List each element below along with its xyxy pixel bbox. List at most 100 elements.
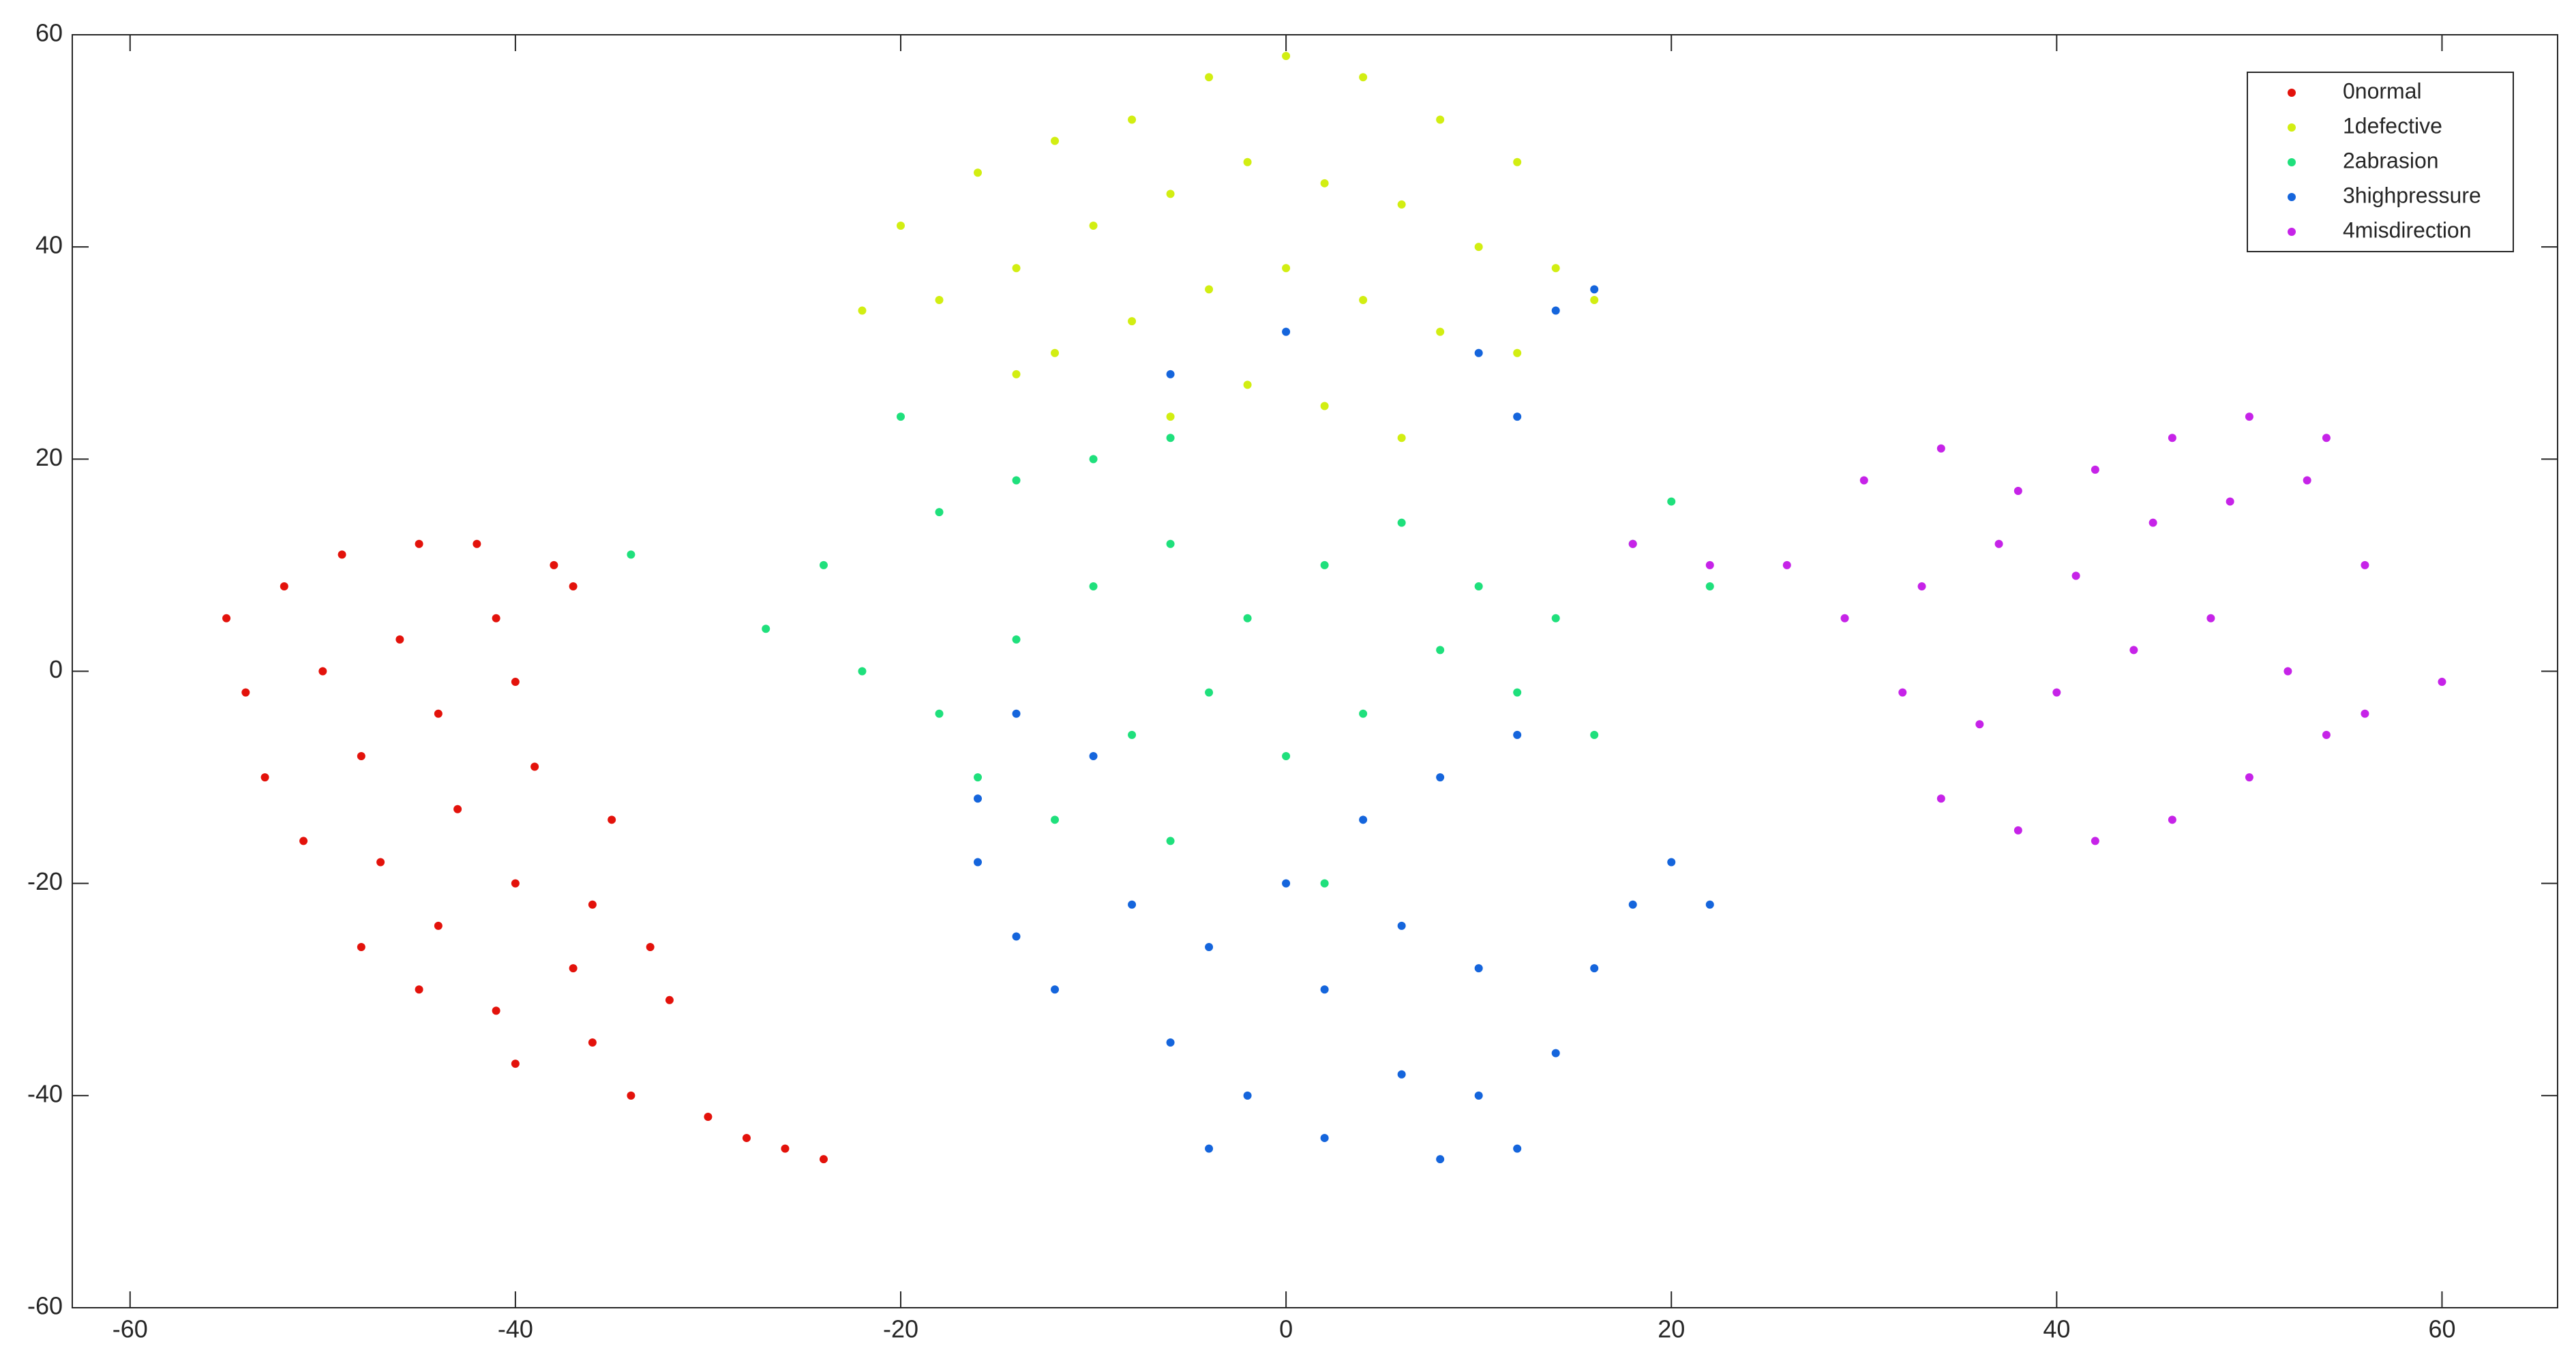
point	[2148, 518, 2157, 527]
point	[1205, 73, 1214, 82]
point	[608, 815, 616, 824]
series-points	[222, 539, 828, 1164]
x-tick-label: -20	[883, 1315, 918, 1343]
point	[1012, 370, 1021, 378]
point	[935, 295, 944, 304]
point	[1975, 720, 1984, 729]
point	[1513, 688, 1522, 697]
point	[395, 635, 404, 644]
point	[1359, 73, 1368, 82]
point	[1397, 1070, 1406, 1079]
point	[1436, 115, 1445, 124]
point	[2168, 815, 2176, 824]
point	[897, 222, 905, 230]
point	[858, 667, 867, 676]
point	[742, 1134, 751, 1143]
x-tick-label: 20	[1658, 1315, 1685, 1343]
point	[588, 1038, 597, 1047]
x-tick-label: 0	[1279, 1315, 1293, 1343]
point	[2129, 646, 2138, 655]
point	[376, 858, 385, 867]
point	[1551, 1049, 1560, 1058]
point	[1628, 900, 1637, 909]
x-tick-label: -60	[113, 1315, 148, 1343]
point	[1166, 1038, 1175, 1047]
legend-label: 3highpressure	[2343, 183, 2481, 207]
point	[1051, 985, 1060, 994]
point	[762, 625, 770, 633]
point	[1397, 434, 1406, 442]
point	[1089, 751, 1098, 760]
point	[1282, 52, 1291, 61]
point	[1320, 1134, 1329, 1143]
series-points	[1628, 412, 2446, 845]
point	[1243, 380, 1252, 389]
point	[2322, 730, 2331, 739]
point	[260, 773, 269, 782]
point	[1089, 582, 1098, 591]
point	[1128, 730, 1137, 739]
x-tick-label: 60	[2428, 1315, 2455, 1343]
y-tick-label: 40	[35, 231, 63, 259]
legend-marker	[2288, 158, 2296, 166]
point	[1320, 560, 1329, 569]
point	[2071, 571, 2080, 580]
point	[1205, 943, 1214, 952]
point	[2091, 837, 2099, 845]
point	[665, 995, 674, 1004]
point	[453, 805, 462, 813]
point	[819, 1155, 828, 1164]
point	[511, 678, 520, 687]
point	[2013, 487, 2022, 496]
point	[2206, 614, 2215, 622]
point	[935, 508, 944, 517]
point	[511, 1060, 520, 1068]
point	[1590, 964, 1599, 973]
point	[1282, 264, 1291, 273]
point	[1397, 200, 1406, 209]
point	[434, 921, 443, 930]
point	[897, 412, 905, 421]
point	[1436, 646, 1445, 655]
point	[1667, 497, 1676, 506]
point	[1513, 158, 1522, 166]
point	[569, 582, 578, 591]
point	[1128, 900, 1137, 909]
point	[1205, 285, 1214, 294]
point	[1282, 327, 1291, 336]
point	[1436, 1155, 1445, 1164]
y-tick-label: -40	[27, 1079, 63, 1107]
point	[974, 773, 983, 782]
point	[241, 688, 250, 697]
point	[1166, 539, 1175, 548]
point	[1936, 444, 1945, 453]
point	[1551, 614, 1560, 622]
point	[1320, 402, 1329, 410]
point	[974, 858, 983, 867]
y-tick-label: 0	[49, 655, 63, 683]
point	[357, 943, 365, 952]
point	[1590, 295, 1599, 304]
point	[415, 985, 423, 994]
point	[1320, 179, 1329, 188]
point	[1359, 295, 1368, 304]
legend-label: 1defective	[2343, 113, 2442, 138]
legend-label: 2abrasion	[2343, 148, 2439, 172]
point	[1840, 614, 1849, 622]
x-tick-label: 40	[2043, 1315, 2070, 1343]
point	[2322, 434, 2331, 442]
point	[1397, 921, 1406, 930]
point	[588, 900, 597, 909]
point	[415, 539, 423, 548]
point	[2245, 412, 2253, 421]
legend-marker	[2288, 123, 2296, 132]
point	[1705, 560, 1714, 569]
point	[2303, 476, 2311, 485]
point	[858, 306, 867, 315]
point	[338, 550, 346, 559]
x-tick-label: -40	[498, 1315, 533, 1343]
legend-marker	[2288, 193, 2296, 201]
point	[974, 794, 983, 803]
